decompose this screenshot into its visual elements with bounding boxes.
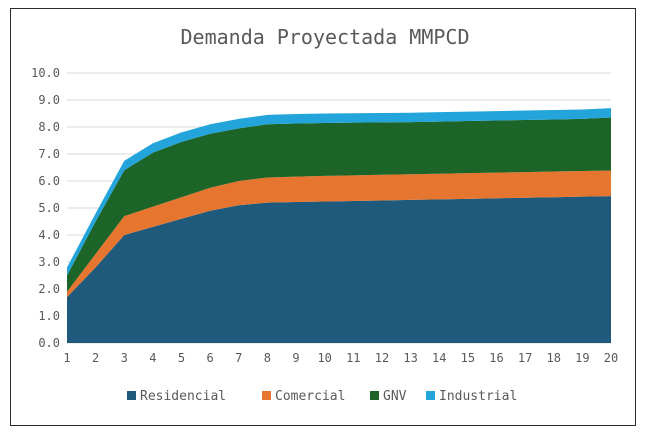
y-tick-label: 9.0 <box>38 93 60 107</box>
x-tick-label: 6 <box>207 351 214 365</box>
x-tick-label: 9 <box>292 351 299 365</box>
x-tick-label: 2 <box>92 351 99 365</box>
x-tick-label: 10 <box>317 351 331 365</box>
area-residencial <box>67 196 611 343</box>
x-tick-label: 16 <box>489 351 503 365</box>
y-tick-label: 1.0 <box>38 309 60 323</box>
legend-swatch <box>127 391 136 400</box>
legend-item-residencial: Residencial <box>127 389 226 404</box>
x-tick-label: 11 <box>346 351 360 365</box>
x-tick-label: 8 <box>264 351 271 365</box>
x-tick-label: 15 <box>461 351 475 365</box>
area-gnv <box>67 117 611 292</box>
y-tick-label: 4.0 <box>38 228 60 242</box>
legend: Residencial Comercial GNV Industrial <box>127 389 517 404</box>
x-tick-label: 18 <box>547 351 561 365</box>
legend-label: GNV <box>383 389 407 404</box>
x-tick-label: 13 <box>403 351 417 365</box>
legend-item-comercial: Comercial <box>262 389 345 404</box>
y-axis-ticks: 0.0 1.0 2.0 3.0 4.0 5.0 6.0 7.0 8.0 9.0 10.0 <box>31 66 60 350</box>
y-tick-label: 0.0 <box>38 336 60 350</box>
legend-label: Residencial <box>140 389 226 404</box>
x-tick-label: 17 <box>518 351 532 365</box>
legend-swatch <box>426 391 435 400</box>
legend-item-gnv: GNV <box>370 389 407 404</box>
y-tick-label: 5.0 <box>38 201 60 215</box>
x-tick-label: 4 <box>149 351 156 365</box>
x-tick-label: 20 <box>604 351 618 365</box>
y-tick-label: 7.0 <box>38 147 60 161</box>
legend-swatch <box>370 391 379 400</box>
x-tick-label: 3 <box>121 351 128 365</box>
y-tick-label: 2.0 <box>38 282 60 296</box>
x-axis-ticks: 1 2 3 4 5 6 7 8 9 10 11 12 13 14 15 16 17 18 19 20 <box>63 351 618 365</box>
legend-label: Comercial <box>275 389 345 404</box>
x-tick-label: 19 <box>575 351 589 365</box>
legend-label: Industrial <box>439 389 517 404</box>
legend-item-industrial: Industrial <box>426 389 517 404</box>
y-tick-label: 3.0 <box>38 255 60 269</box>
area-comercial <box>67 170 611 298</box>
legend-swatch <box>262 391 271 400</box>
y-tick-label: 8.0 <box>38 120 60 134</box>
x-tick-label: 14 <box>432 351 446 365</box>
x-tick-label: 5 <box>178 351 185 365</box>
x-tick-label: 7 <box>235 351 242 365</box>
x-tick-label: 12 <box>375 351 389 365</box>
x-tick-label: 1 <box>63 351 70 365</box>
stacked-areas <box>67 108 611 343</box>
chart-title: Demanda Proyectada MMPCD <box>181 25 470 49</box>
y-tick-label: 6.0 <box>38 174 60 188</box>
y-tick-label: 10.0 <box>31 66 60 80</box>
